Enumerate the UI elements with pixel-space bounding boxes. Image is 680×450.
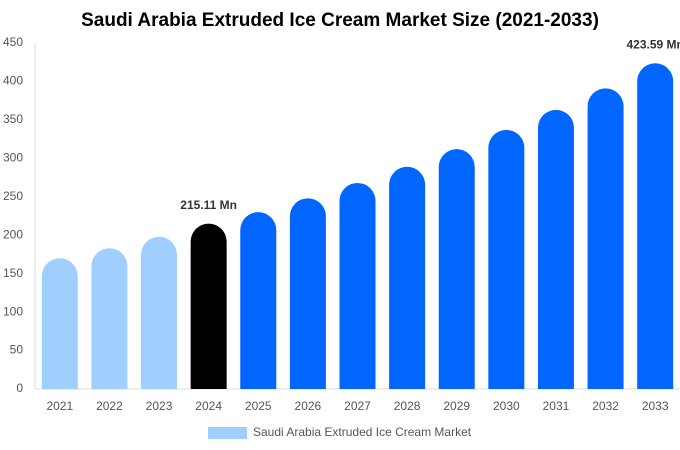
y-tick-label: 150	[3, 266, 23, 280]
bar	[91, 248, 128, 389]
bar	[389, 166, 426, 389]
bar	[240, 212, 277, 389]
x-tick-label: 2022	[96, 399, 123, 413]
bar	[637, 63, 674, 389]
x-tick-label: 2024	[195, 399, 222, 413]
y-tick-label: 200	[3, 227, 23, 241]
x-tick-label: 2021	[46, 399, 73, 413]
legend-label: Saudi Arabia Extruded Ice Cream Market	[253, 425, 472, 439]
x-tick-label: 2031	[543, 399, 570, 413]
legend-swatch	[208, 427, 247, 439]
x-tick-label: 2025	[245, 399, 272, 413]
x-tick-label: 2026	[295, 399, 322, 413]
x-tick-label: 2032	[592, 399, 619, 413]
y-tick-label: 0	[16, 381, 23, 395]
y-tick-label: 100	[3, 304, 23, 318]
y-tick-label: 300	[3, 151, 23, 165]
x-tick-label: 2033	[642, 399, 669, 413]
y-tick-label: 450	[3, 35, 23, 49]
y-tick-label: 250	[3, 189, 23, 203]
value-label: 423.59 Mn	[627, 37, 680, 51]
bar	[587, 88, 624, 389]
value-label: 215.11 Mn	[180, 198, 237, 212]
y-tick-label: 400	[3, 74, 23, 88]
bar	[438, 149, 475, 389]
x-tick-label: 2023	[146, 399, 173, 413]
bar	[289, 198, 326, 389]
x-tick-label: 2030	[493, 399, 520, 413]
x-tick-label: 2029	[443, 399, 470, 413]
chart-title: Saudi Arabia Extruded Ice Cream Market S…	[81, 10, 599, 31]
bar	[488, 129, 525, 389]
bar	[537, 109, 574, 389]
bar	[141, 236, 178, 389]
x-tick-label: 2027	[344, 399, 371, 413]
bar	[41, 258, 78, 389]
x-tick-label: 2028	[394, 399, 421, 413]
bar	[339, 182, 376, 389]
y-tick-label: 50	[10, 343, 24, 357]
bar	[190, 223, 227, 389]
y-tick-label: 350	[3, 112, 23, 126]
